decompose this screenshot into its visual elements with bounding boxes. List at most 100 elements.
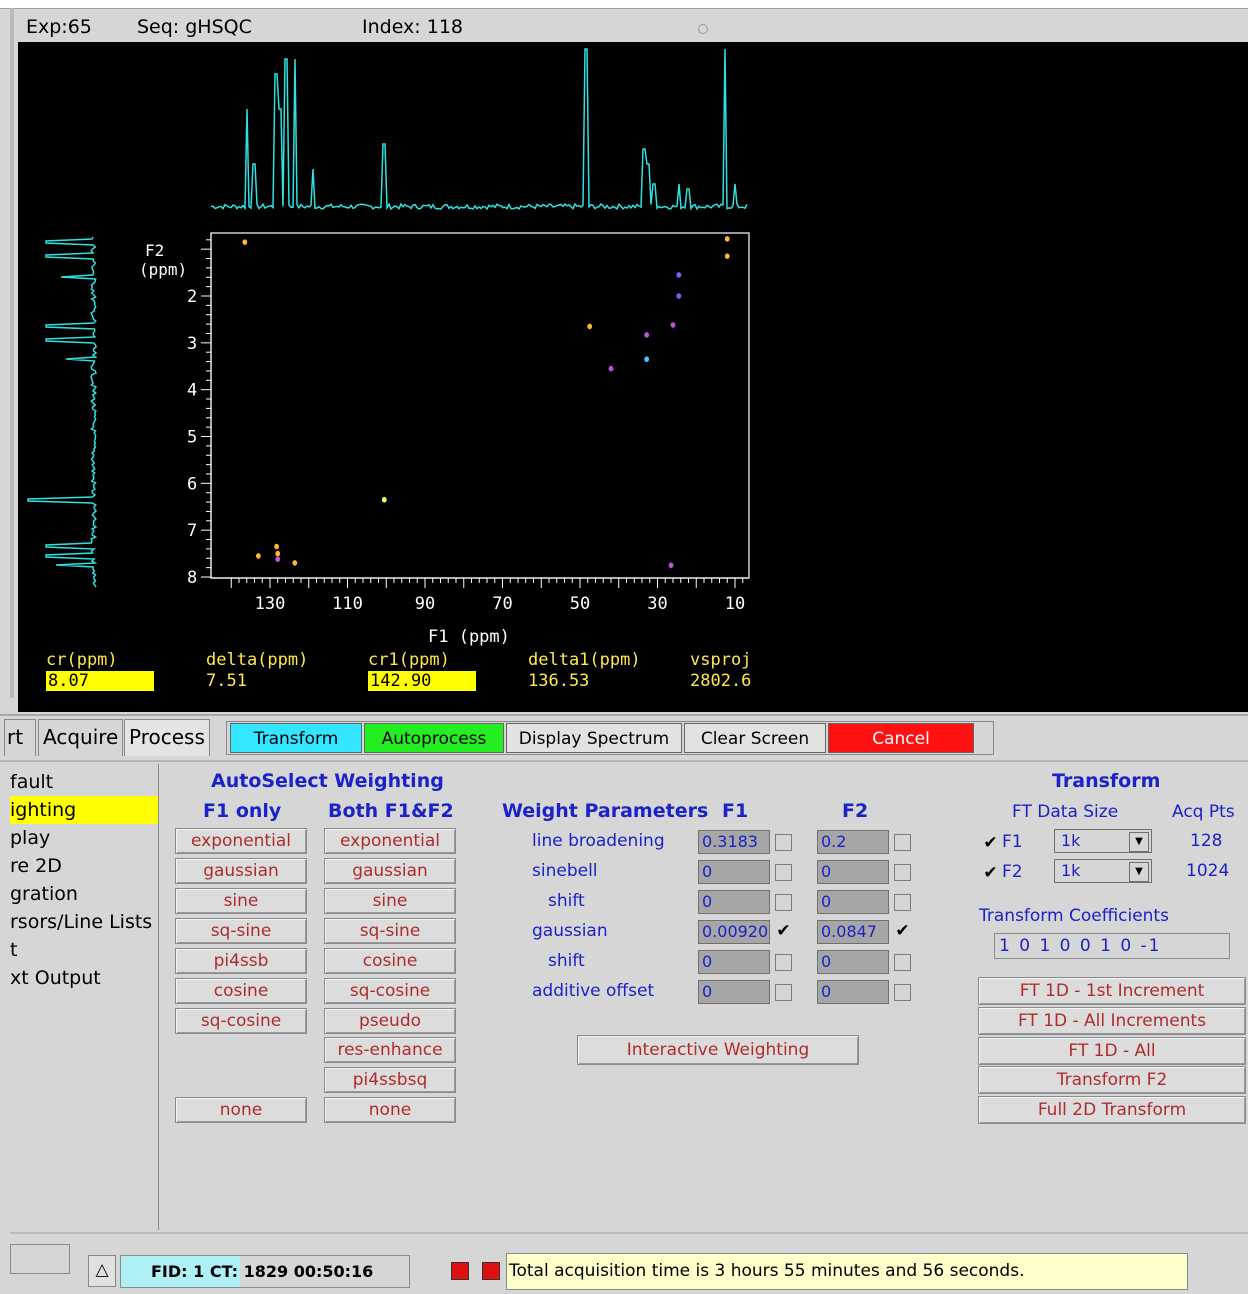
sbshift-f2-field[interactable]: 0 — [817, 890, 889, 914]
display-spectrum-button[interactable]: Display Spectrum — [506, 723, 682, 753]
autoselect-title: AutoSelect Weighting — [211, 770, 444, 792]
sinebell-f1-checkbox[interactable] — [775, 864, 792, 881]
sinebell-f2-checkbox[interactable] — [894, 864, 911, 881]
transform-button[interactable]: Transform — [230, 723, 362, 753]
gfshift-f1-checkbox[interactable] — [775, 954, 792, 971]
gfshift-f1-field[interactable]: 0 — [698, 950, 770, 974]
lb-f2-checkbox[interactable] — [894, 834, 911, 851]
both-pseudo-button[interactable]: pseudo — [324, 1008, 456, 1034]
ft-data-size-label: FT Data Size — [1012, 802, 1119, 822]
gf-f1-checkbox[interactable]: ✔ — [775, 921, 792, 941]
hsqc-plot[interactable]: 2 3 4 5 6 7 8 130 110 90 70 50 30 10 F2 (ppm) F1 (pp… — [18, 42, 1248, 712]
f1-sine-button[interactable]: sine — [175, 888, 307, 914]
f1-ft-checkbox[interactable]: ✔ — [982, 835, 999, 853]
command-input[interactable] — [10, 1244, 70, 1274]
f1-cosine-button[interactable]: cosine — [175, 978, 307, 1004]
gf-f2-checkbox[interactable]: ✔ — [894, 923, 911, 941]
menu-item-default[interactable]: fault — [10, 768, 158, 796]
sbshift-f1-field[interactable]: 0 — [698, 890, 770, 914]
both-sine-button[interactable]: sine — [324, 888, 456, 914]
f2-ft-checkbox[interactable]: ✔ — [982, 863, 999, 883]
tab-process[interactable]: Process — [124, 719, 210, 756]
offset-f2-field[interactable]: 0 — [817, 980, 889, 1004]
menu-item-label: re 2D — [10, 855, 62, 877]
transform-coefficients-field[interactable]: 1 0 1 0 0 1 0 -1 — [994, 933, 1230, 959]
gf-f2-field[interactable]: 0.0847 — [817, 920, 889, 944]
both-sq-cosine-button[interactable]: sq-cosine — [324, 978, 456, 1004]
sinebell-f2-field[interactable]: 0 — [817, 860, 889, 884]
offset-f1-field[interactable]: 0 — [698, 980, 770, 1004]
gfshift-f2-field[interactable]: 0 — [817, 950, 889, 974]
f2-tick-label: 3 — [187, 334, 197, 354]
menu-item-label: t — [10, 939, 18, 961]
menu-item-integration[interactable]: gration — [10, 880, 158, 908]
both-pi4ssbsq-button[interactable]: pi4ssbsq — [324, 1067, 456, 1093]
readout-cr1-value[interactable]: 142.90 — [368, 671, 476, 691]
both-res-enhance-button[interactable]: res-enhance — [324, 1037, 456, 1063]
f1-gaussian-button[interactable]: gaussian — [175, 858, 307, 884]
stop-acquisition-button[interactable] — [451, 1262, 469, 1280]
clear-screen-button[interactable]: Clear Screen — [684, 723, 826, 753]
f1-axis: 130 110 90 70 50 30 10 — [211, 577, 749, 614]
lb-f2-field[interactable]: 0.2 — [817, 830, 889, 854]
gf-f1-field[interactable]: 0.00920 — [698, 920, 770, 944]
abort-acquisition-button[interactable] — [482, 1262, 500, 1280]
cross-peak — [275, 550, 281, 557]
graphics-canvas[interactable]: 2 3 4 5 6 7 8 130 110 90 70 50 30 10 F2 (ppm) F1 (pp… — [18, 42, 1248, 712]
both-none-button[interactable]: none — [324, 1097, 456, 1123]
f1-sq-sine-button[interactable]: sq-sine — [175, 918, 307, 944]
cancel-button[interactable]: Cancel — [828, 723, 974, 753]
menu-item-label: gration — [10, 883, 78, 905]
f2-projection — [27, 236, 98, 588]
f2-tick-label: 5 — [187, 428, 197, 448]
fid-progress-fill — [120, 1255, 240, 1288]
sbshift-f2-checkbox[interactable] — [894, 894, 911, 911]
f2-size-select[interactable]: 1k ▼ — [1054, 859, 1152, 883]
ft1d-all-button[interactable]: FT 1D - All — [978, 1037, 1246, 1065]
menu-item-label: xt Output — [10, 967, 101, 989]
menu-item-weighting[interactable]: ighting — [10, 796, 158, 824]
triangle-icon[interactable]: △ — [88, 1255, 116, 1287]
checkmark-icon: ✔ — [776, 921, 791, 941]
f2-tick-label: 8 — [187, 568, 197, 588]
f1-sq-cosine-button[interactable]: sq-cosine — [175, 1008, 307, 1034]
sinebell-shift-label: shift — [548, 891, 585, 911]
checkmark-icon: ✔ — [983, 863, 998, 883]
f1-pi4ssb-button[interactable]: pi4ssb — [175, 948, 307, 974]
sinebell-f1-field[interactable]: 0 — [698, 860, 770, 884]
ft1d-first-increment-button[interactable]: FT 1D - 1st Increment — [978, 977, 1246, 1005]
menu-item-plot[interactable]: t — [10, 936, 158, 964]
menu-item-text-output[interactable]: xt Output — [10, 964, 158, 992]
offset-f1-checkbox[interactable] — [775, 984, 792, 1001]
tab-acquire[interactable]: Acquire — [38, 719, 124, 756]
interactive-weighting-button[interactable]: Interactive Weighting — [577, 1035, 859, 1065]
f1-none-button[interactable]: none — [175, 1097, 307, 1123]
fid-status-text: FID: 1 CT: 1829 00:50:16 — [151, 1262, 374, 1281]
both-sq-sine-button[interactable]: sq-sine — [324, 918, 456, 944]
f1-exponential-button[interactable]: exponential — [175, 828, 307, 854]
both-gaussian-button[interactable]: gaussian — [324, 858, 456, 884]
transform-f2-button[interactable]: Transform F2 — [978, 1066, 1246, 1094]
readout-cr-value[interactable]: 8.07 — [46, 671, 154, 691]
sbshift-f1-checkbox[interactable] — [775, 894, 792, 911]
cross-peak — [242, 239, 248, 245]
ft1d-all-increments-button[interactable]: FT 1D - All Increments — [978, 1007, 1246, 1035]
menu-item-display[interactable]: play — [10, 824, 158, 852]
tab-start[interactable]: rt — [4, 719, 36, 756]
gaussian-shift-label: shift — [548, 951, 585, 971]
menu-item-cursors[interactable]: rsors/Line Lists — [10, 908, 158, 936]
f1-size-select[interactable]: 1k ▼ — [1054, 829, 1152, 853]
autoprocess-button[interactable]: Autoprocess — [364, 723, 504, 753]
f2-acq-pts: 1024 — [1186, 861, 1230, 881]
full-2d-transform-button[interactable]: Full 2D Transform — [978, 1096, 1246, 1124]
experiment-number: Exp:65 — [26, 16, 92, 38]
lb-f1-checkbox[interactable] — [775, 834, 792, 851]
both-exponential-button[interactable]: exponential — [324, 828, 456, 854]
lb-f1-field[interactable]: 0.3183 — [698, 830, 770, 854]
offset-f2-checkbox[interactable] — [894, 984, 911, 1001]
cross-peak — [670, 322, 676, 328]
gfshift-f2-checkbox[interactable] — [894, 954, 911, 971]
menu-item-more-2d[interactable]: re 2D — [10, 852, 158, 880]
f1-ft-label: F1 — [1002, 832, 1023, 852]
both-cosine-button[interactable]: cosine — [324, 948, 456, 974]
